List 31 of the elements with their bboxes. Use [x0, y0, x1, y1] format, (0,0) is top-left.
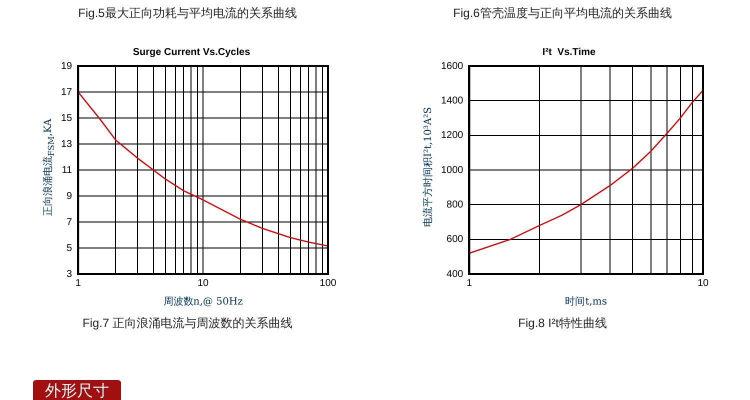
y-tick-label: 3 [66, 268, 73, 280]
x-axis-title: 周波数n,@ 50Hz [163, 296, 243, 308]
y-tick-label: 5 [66, 242, 73, 254]
y-tick-label: 11 [62, 164, 73, 176]
y-tick-label: 1400 [440, 95, 464, 106]
y-tick-label: 17 [61, 86, 73, 98]
y-tick-label: 600 [446, 234, 464, 246]
x-tick-label: 1 [466, 278, 472, 289]
y-tick-label: 1200 [440, 130, 464, 142]
y-tick-label: 13 [61, 138, 73, 150]
x-tick-label: 10 [198, 278, 210, 289]
y-axis-title: 电流平方时间积I²t,10³A²S [422, 107, 435, 227]
chart-title: Surge Current Vs.Cycles [132, 46, 251, 58]
y-tick-label: 15 [61, 112, 73, 124]
y-tick-label: 800 [446, 199, 464, 210]
x-tick-label: 1 [75, 278, 82, 289]
caption: Fig.8 I²t特性曲线 [517, 315, 608, 332]
caption: Fig.6管壳温度与正向平均电流的关系曲线 [452, 5, 673, 22]
y-tick-label: 9 [66, 190, 73, 202]
y-tick-label: 400 [446, 268, 464, 280]
y-tick-label: 1000 [440, 164, 464, 176]
caption: Fig.5最大正向功耗与平均电流的关系曲线 [77, 5, 298, 22]
chart-title: I²t Vs.Time [542, 46, 596, 58]
caption: Fig.7 正向浪涌电流与周波数的关系曲线 [81, 315, 294, 332]
y-tick-label: 7 [66, 216, 73, 228]
x-tick-label: 10 [697, 278, 709, 289]
y-tick-label: 1600 [440, 60, 464, 72]
text: 外形尺寸 [33, 380, 121, 400]
x-tick-label: 100 [320, 278, 337, 289]
y-tick-label: 19 [61, 60, 73, 72]
x-axis-title: 时间t,ms [565, 296, 608, 308]
